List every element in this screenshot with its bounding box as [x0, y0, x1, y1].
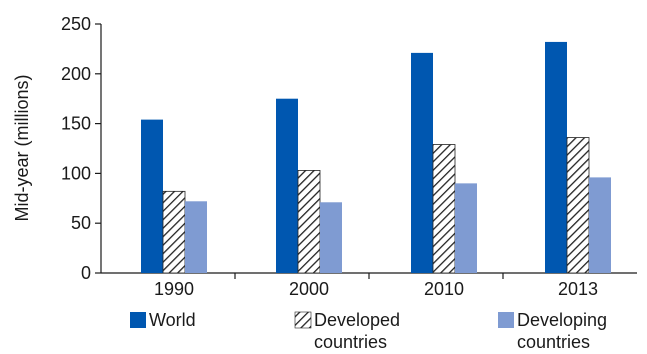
legend-label: countries	[314, 332, 387, 352]
legend-label: Developed	[314, 310, 400, 330]
legend-label: Developing	[517, 310, 607, 330]
legend-label: countries	[517, 332, 590, 352]
y-tick-label: 50	[71, 213, 91, 233]
legend: World DevelopedcountriesDevelopingcountri…	[130, 310, 607, 352]
bar-developed-countries-2010	[432, 144, 456, 274]
axes: 0 50 100 150 200 250 1990 2000 2010 2013	[61, 14, 637, 299]
x-tick-label: 2013	[558, 279, 598, 299]
legend-label: World	[149, 310, 196, 330]
y-tick-label: 0	[81, 263, 91, 283]
y-tick-label: 150	[61, 114, 91, 134]
bar-developing-countries-2013	[589, 177, 611, 273]
bar-world-2010	[411, 52, 433, 273]
y-tick-label: 100	[61, 163, 91, 183]
legend-swatch-1	[294, 311, 312, 329]
bar-world-2000	[276, 98, 298, 273]
bar-developed-countries-2000	[297, 170, 321, 274]
bar-developed-countries-1990	[162, 190, 186, 274]
legend-swatch-0	[130, 312, 146, 328]
y-axis-label: Mid-year (millions)	[12, 74, 32, 221]
bars	[141, 41, 611, 274]
bar-world-1990	[141, 119, 163, 273]
bar-developed-countries-2013	[566, 137, 590, 274]
y-tick-label: 200	[61, 64, 91, 84]
x-tick-label: 2000	[289, 279, 329, 299]
bar-developing-countries-2010	[455, 183, 477, 273]
bar-developing-countries-2000	[320, 202, 342, 273]
x-tick-label: 1990	[154, 279, 194, 299]
bar-world-2013	[545, 41, 567, 273]
x-tick-label: 2010	[424, 279, 464, 299]
bar-developing-countries-1990	[185, 201, 207, 273]
y-tick-label: 250	[61, 14, 91, 34]
legend-swatch-2	[498, 312, 514, 328]
